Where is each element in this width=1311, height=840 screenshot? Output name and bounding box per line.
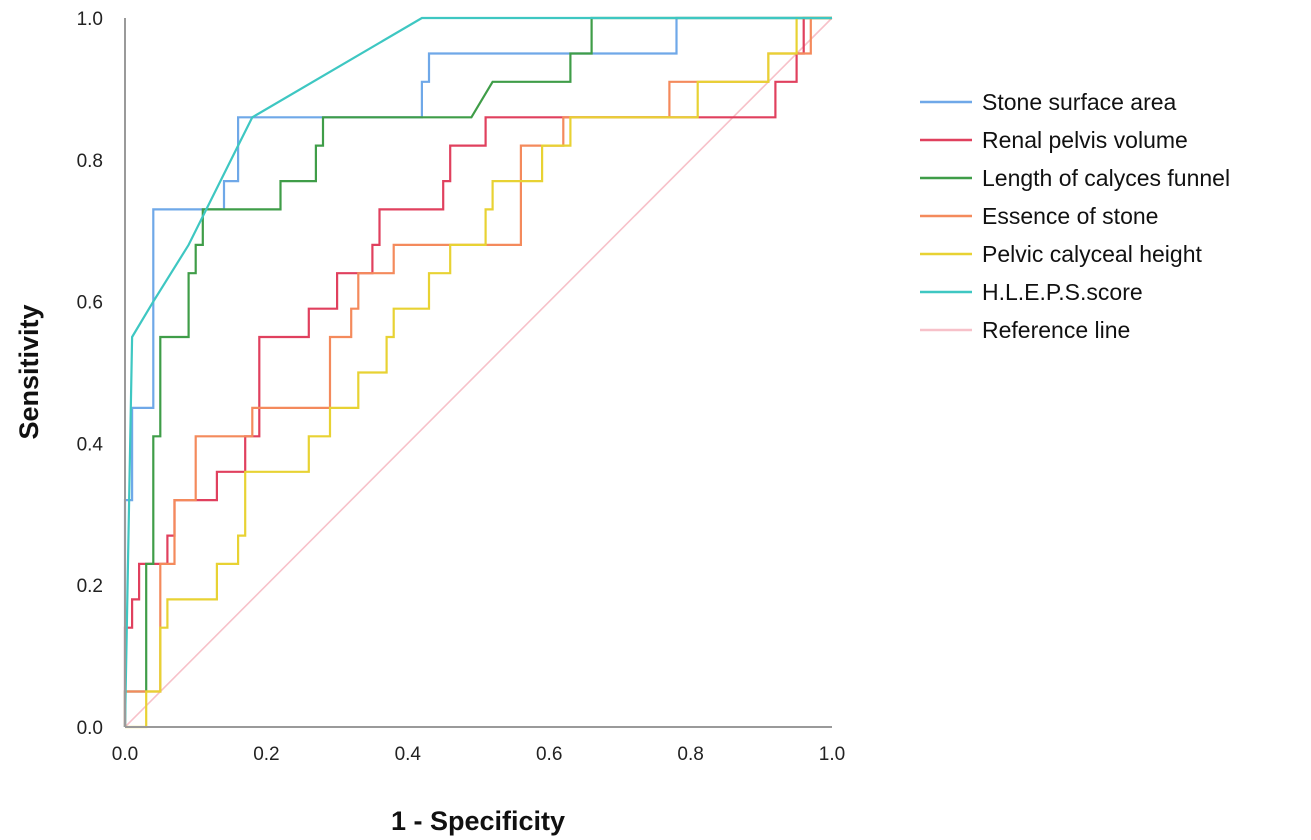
- legend-label: Renal pelvis volume: [982, 127, 1188, 153]
- y-tick-label: 0.6: [77, 293, 103, 314]
- legend-label: Stone surface area: [982, 89, 1177, 115]
- x-tick-label: 0.4: [395, 744, 422, 765]
- x-tick-label: 0.8: [677, 744, 703, 765]
- y-tick-label: 0.2: [77, 576, 103, 597]
- legend: Stone surface area Renal pelvis volume Len…: [920, 89, 1230, 343]
- y-tick-label: 0.4: [77, 434, 104, 455]
- legend-item: H.L.E.P.S.score: [920, 279, 1143, 305]
- y-tick-label: 0.8: [77, 151, 103, 172]
- series-layer: [123, 16, 833, 729]
- series-line-h-l-e-p-s-score: [123, 16, 832, 728]
- legend-item: Pelvic calyceal height: [920, 241, 1203, 267]
- y-axis-title: Sensitivity: [14, 304, 44, 439]
- legend-label: Pelvic calyceal height: [982, 241, 1203, 267]
- legend-label: Length of calyces funnel: [982, 165, 1230, 191]
- legend-item: Reference line: [920, 317, 1130, 343]
- legend-label: Essence of stone: [982, 203, 1158, 229]
- x-tick-label: 0.2: [253, 744, 279, 765]
- legend-item: Stone surface area: [920, 89, 1177, 115]
- legend-item: Length of calyces funnel: [920, 165, 1230, 191]
- series-line-reference-line: [124, 17, 833, 728]
- tick-labels: 0.0 0.2 0.4 0.6 0.8 1.0 0.0 0.2 0.4 0.6 0.8 1.0: [77, 9, 846, 765]
- legend-label: H.L.E.P.S.score: [982, 279, 1143, 305]
- series-line-length-of-calyces-funnel: [123, 16, 832, 727]
- series-line-stone-surface-area: [123, 16, 832, 727]
- legend-item: Renal pelvis volume: [920, 127, 1188, 153]
- legend-label: Reference line: [982, 317, 1130, 343]
- y-tick-label: 1.0: [77, 9, 103, 30]
- x-tick-label: 0.0: [112, 744, 138, 765]
- x-tick-label: 1.0: [819, 744, 845, 765]
- y-tick-label: 0.0: [77, 718, 103, 739]
- x-axis-title: 1 - Specificity: [391, 806, 565, 836]
- axes: [124, 18, 832, 728]
- series-line-pelvic-calyceal-height: [125, 16, 832, 729]
- legend-item: Essence of stone: [920, 203, 1158, 229]
- x-tick-label: 0.6: [536, 744, 562, 765]
